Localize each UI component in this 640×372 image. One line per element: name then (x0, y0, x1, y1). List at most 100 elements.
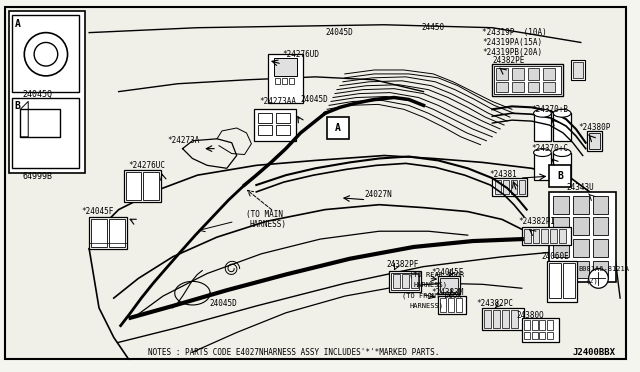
Ellipse shape (553, 149, 571, 157)
Bar (440, 278, 458, 292)
Text: *24382PC: *24382PC (477, 299, 513, 308)
Bar (484, 310, 492, 328)
Bar (495, 180, 501, 194)
Bar (496, 82, 508, 92)
Bar (268, 54, 303, 103)
Bar (503, 180, 509, 194)
Text: HARNESS): HARNESS) (410, 303, 444, 309)
Bar (13, 15, 79, 92)
Bar (276, 125, 290, 135)
Bar (389, 270, 420, 292)
Bar (540, 331, 545, 339)
Bar (547, 331, 553, 339)
Ellipse shape (553, 109, 571, 117)
Text: *24319PB(20A): *24319PB(20A) (483, 48, 543, 57)
Bar (547, 320, 553, 330)
Bar (20, 109, 60, 137)
Text: 24060E: 24060E (541, 252, 569, 261)
Text: (2): (2) (586, 277, 598, 283)
Bar (593, 218, 608, 235)
Bar (282, 78, 287, 84)
Ellipse shape (534, 149, 551, 157)
Text: (TO MAIN: (TO MAIN (246, 210, 284, 219)
Circle shape (34, 42, 58, 66)
Bar (550, 229, 557, 243)
Bar (494, 66, 561, 94)
Text: 24027N: 24027N (365, 190, 392, 199)
Text: HARNESS): HARNESS) (413, 281, 447, 288)
Bar (532, 331, 538, 339)
Text: A: A (335, 123, 341, 133)
Text: 24045D: 24045D (325, 28, 353, 37)
Bar (540, 320, 545, 330)
Bar (109, 219, 125, 247)
Text: J2400BBX: J2400BBX (573, 348, 616, 357)
Bar (549, 263, 561, 298)
Text: *24319PA(15A): *24319PA(15A) (483, 38, 543, 47)
Bar (448, 298, 454, 312)
Text: *24383M: *24383M (431, 288, 464, 297)
Bar (438, 276, 460, 294)
Text: (TO REAR DOOR: (TO REAR DOOR (409, 271, 464, 278)
Bar (89, 218, 127, 249)
Bar (456, 298, 462, 312)
Bar (275, 78, 280, 84)
Text: 24450: 24450 (422, 23, 445, 32)
Bar (502, 310, 509, 328)
Bar (553, 239, 569, 257)
Bar (549, 165, 571, 187)
Text: NOTES : PARTS CODE E4027NHARNESS ASSY INCLUDES'*'*MARKED PARTS.: NOTES : PARTS CODE E4027NHARNESS ASSY IN… (148, 348, 440, 357)
Bar (589, 133, 600, 149)
Bar (573, 62, 583, 78)
Text: 24045D: 24045D (209, 298, 237, 308)
Bar (524, 229, 531, 243)
Bar (553, 153, 571, 180)
Text: *24045E: *24045E (431, 268, 464, 277)
Bar (393, 275, 400, 288)
Bar (563, 263, 575, 298)
Bar (522, 227, 571, 245)
Text: *24370+C: *24370+C (532, 144, 568, 153)
Bar (553, 196, 569, 214)
Bar (528, 82, 540, 92)
Bar (511, 180, 517, 194)
Bar (543, 82, 556, 92)
Bar (492, 178, 527, 196)
Bar (573, 218, 589, 235)
Bar (553, 261, 569, 278)
Bar (511, 310, 518, 328)
Text: *24319P  (10A): *24319P (10A) (483, 28, 547, 37)
Bar (91, 219, 107, 247)
Bar (276, 113, 290, 123)
Bar (549, 192, 616, 282)
Bar (143, 172, 159, 200)
Text: *24380P: *24380P (579, 122, 611, 132)
Bar (593, 261, 608, 278)
Text: HARNESS): HARNESS) (250, 220, 287, 229)
Bar (483, 308, 524, 330)
Text: *24276UD: *24276UD (282, 50, 319, 59)
Bar (8, 11, 85, 173)
Text: 24045Q: 24045Q (22, 90, 52, 99)
Bar (547, 261, 577, 302)
Bar (553, 113, 571, 141)
Text: *24273AA: *24273AA (259, 97, 296, 106)
Bar (411, 275, 417, 288)
Bar (440, 298, 446, 312)
Bar (391, 273, 419, 290)
Bar (593, 239, 608, 257)
Text: B: B (557, 171, 563, 181)
Bar (559, 229, 566, 243)
Bar (259, 125, 272, 135)
Bar (496, 68, 508, 80)
Bar (438, 296, 466, 314)
Bar (254, 109, 296, 141)
Bar (532, 229, 540, 243)
Text: *24045F: *24045F (81, 207, 114, 216)
Bar (274, 58, 296, 76)
Bar (541, 229, 548, 243)
Text: B081A6-8121A: B081A6-8121A (579, 266, 630, 272)
Bar (402, 275, 409, 288)
Bar (571, 60, 585, 80)
Bar (573, 196, 589, 214)
